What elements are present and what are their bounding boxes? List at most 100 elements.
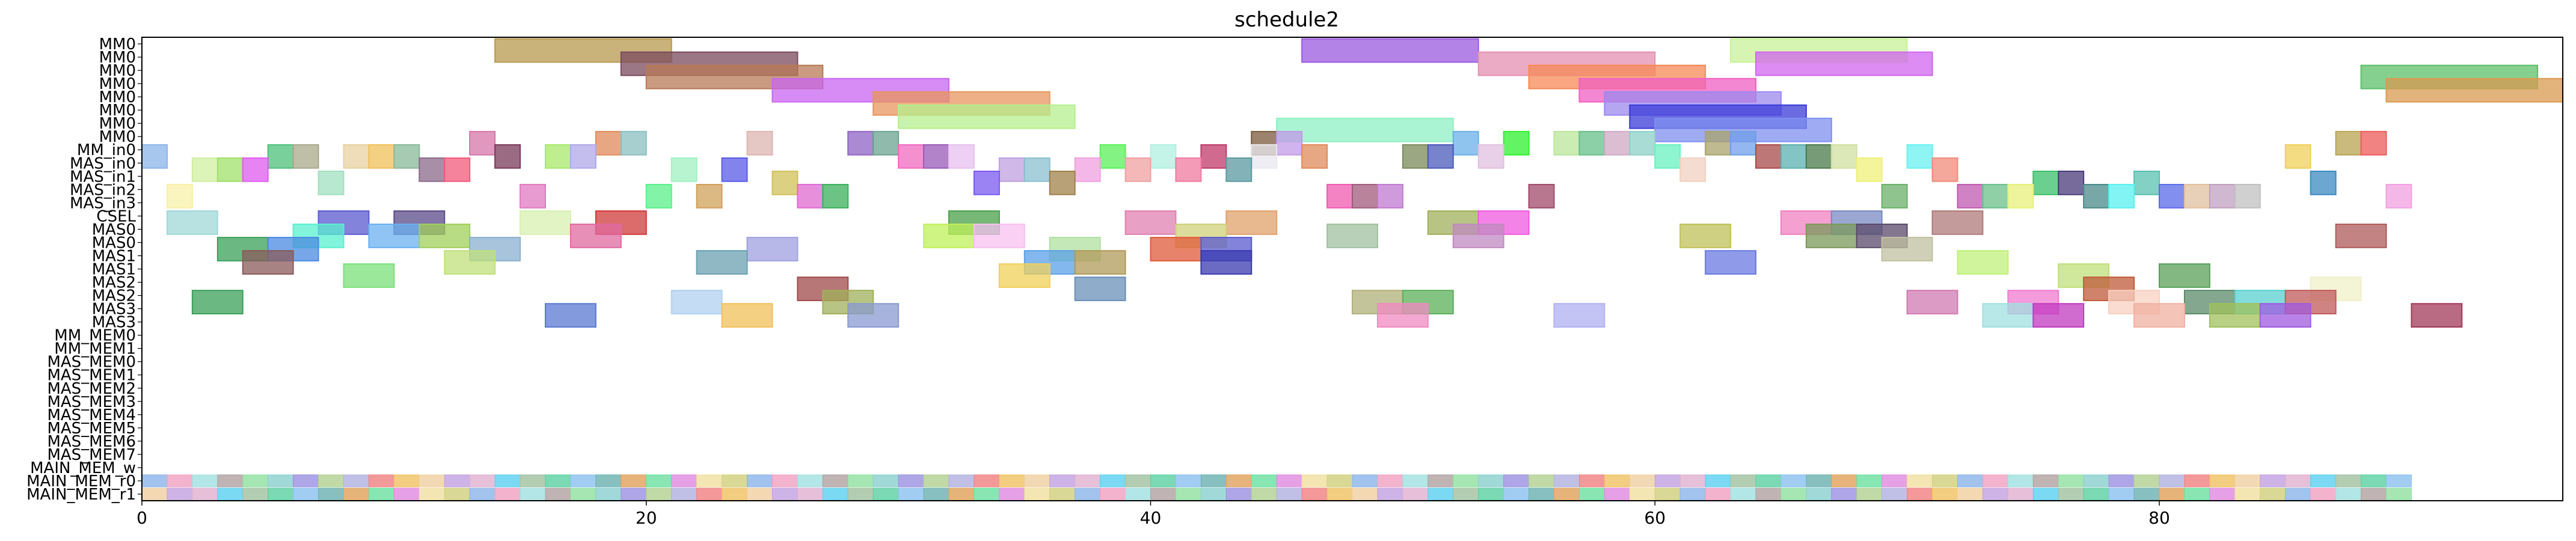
memory-block bbox=[1150, 488, 1176, 501]
memory-block bbox=[1604, 488, 1630, 501]
memory-block bbox=[671, 488, 698, 501]
memory-block bbox=[1100, 488, 1126, 501]
memory-block bbox=[2184, 474, 2210, 488]
y-tick-label: MM0 bbox=[99, 75, 136, 93]
task-bar bbox=[1150, 144, 1177, 169]
task-bar bbox=[569, 224, 622, 248]
memory-block bbox=[343, 488, 369, 501]
memory-block bbox=[1251, 474, 1277, 488]
task-bar bbox=[1074, 277, 1126, 301]
y-tick-label: MAS_MEM7 bbox=[47, 446, 136, 464]
task-bar bbox=[1553, 130, 1580, 156]
task-bar bbox=[2385, 183, 2412, 209]
task-bar bbox=[1931, 210, 1984, 235]
x-ticks: 0 20 40 60 80 bbox=[136, 501, 2170, 528]
memory-block bbox=[1276, 474, 1302, 488]
memory-block bbox=[520, 488, 546, 501]
memory-block bbox=[545, 488, 571, 501]
memory-block bbox=[167, 488, 193, 501]
memory-block bbox=[2159, 474, 2185, 488]
y-tick-label: MM0 bbox=[99, 128, 136, 146]
memory-block bbox=[1301, 474, 1328, 488]
memory-block bbox=[419, 474, 445, 488]
memory-block bbox=[898, 488, 924, 501]
task-bar bbox=[1881, 237, 1933, 261]
task-bar bbox=[847, 130, 874, 156]
memory-block bbox=[1730, 488, 1756, 501]
task-bar bbox=[242, 157, 269, 182]
task-bar bbox=[2234, 183, 2261, 209]
memory-block bbox=[1503, 488, 1530, 501]
memory-block bbox=[469, 488, 495, 501]
task-bar bbox=[1276, 117, 1454, 142]
task-bar bbox=[645, 64, 824, 90]
memory-block bbox=[1554, 488, 1580, 501]
y-tick-label: MAS_in1 bbox=[70, 168, 136, 186]
memory-block bbox=[671, 474, 698, 488]
memory-block bbox=[1225, 488, 1252, 501]
memory-block bbox=[1125, 488, 1151, 501]
memory-block bbox=[1251, 488, 1277, 501]
task-bar bbox=[368, 224, 420, 248]
memory-block bbox=[1705, 474, 1731, 488]
y-tick-label: MAS_in2 bbox=[70, 181, 136, 199]
task-bar bbox=[746, 130, 773, 156]
memory-block bbox=[621, 474, 647, 488]
memory-block bbox=[1982, 474, 2008, 488]
y-tick-label: MAS2 bbox=[92, 274, 136, 292]
task-bars bbox=[141, 38, 2563, 501]
memory-block bbox=[2058, 488, 2084, 501]
memory-block bbox=[1453, 488, 1479, 501]
memory-block bbox=[2335, 474, 2361, 488]
task-bar bbox=[1957, 250, 2009, 275]
memory-block bbox=[444, 474, 470, 488]
memory-block bbox=[1200, 488, 1227, 501]
memory-block bbox=[2007, 488, 2034, 501]
y-tick-label: MAS_MEM6 bbox=[47, 433, 136, 451]
memory-block bbox=[1225, 474, 1252, 488]
memory-block bbox=[1352, 488, 1378, 501]
task-bar bbox=[2335, 130, 2362, 156]
task-bar bbox=[595, 130, 622, 156]
memory-block bbox=[268, 488, 294, 501]
memory-block bbox=[1024, 474, 1050, 488]
memory-block bbox=[999, 474, 1025, 488]
memory-block bbox=[999, 488, 1025, 501]
memory-block bbox=[1730, 474, 1756, 488]
memory-block bbox=[1604, 474, 1630, 488]
y-tick-label: MM_MEM1 bbox=[54, 340, 136, 358]
task-bar bbox=[2159, 263, 2210, 288]
task-bar bbox=[141, 144, 168, 169]
task-bar bbox=[2335, 224, 2387, 248]
task-bar bbox=[1578, 130, 1605, 156]
x-tick-label: 60 bbox=[1644, 508, 1666, 528]
task-bar bbox=[393, 144, 420, 169]
y-tick-label: MAS2 bbox=[92, 287, 136, 305]
task-bar bbox=[2310, 170, 2337, 195]
memory-block bbox=[393, 474, 420, 488]
task-bar bbox=[1982, 183, 2009, 209]
memory-block bbox=[2285, 474, 2311, 488]
memory-block bbox=[1402, 474, 1429, 488]
task-bar bbox=[1376, 303, 1429, 328]
memory-block bbox=[1957, 488, 1983, 501]
memory-block bbox=[141, 488, 168, 501]
task-bar bbox=[1604, 130, 1631, 156]
task-bar bbox=[1376, 183, 1403, 209]
memory-block bbox=[444, 488, 470, 501]
x-tick-label: 0 bbox=[136, 508, 147, 528]
memory-block bbox=[1529, 488, 1554, 501]
task-bar bbox=[2133, 170, 2160, 195]
memory-block bbox=[1075, 488, 1101, 501]
task-bar bbox=[1553, 303, 1605, 328]
y-tick-label: MAS_in3 bbox=[70, 194, 136, 212]
memory-block bbox=[1075, 474, 1101, 488]
memory-block bbox=[797, 474, 823, 488]
memory-block bbox=[1881, 474, 1908, 488]
memory-block bbox=[1780, 488, 1807, 501]
memory-block bbox=[595, 488, 622, 501]
task-bar bbox=[2032, 170, 2059, 195]
memory-block bbox=[1856, 474, 1883, 488]
task-bar bbox=[822, 183, 849, 209]
y-tick-label: MM0 bbox=[99, 35, 136, 53]
